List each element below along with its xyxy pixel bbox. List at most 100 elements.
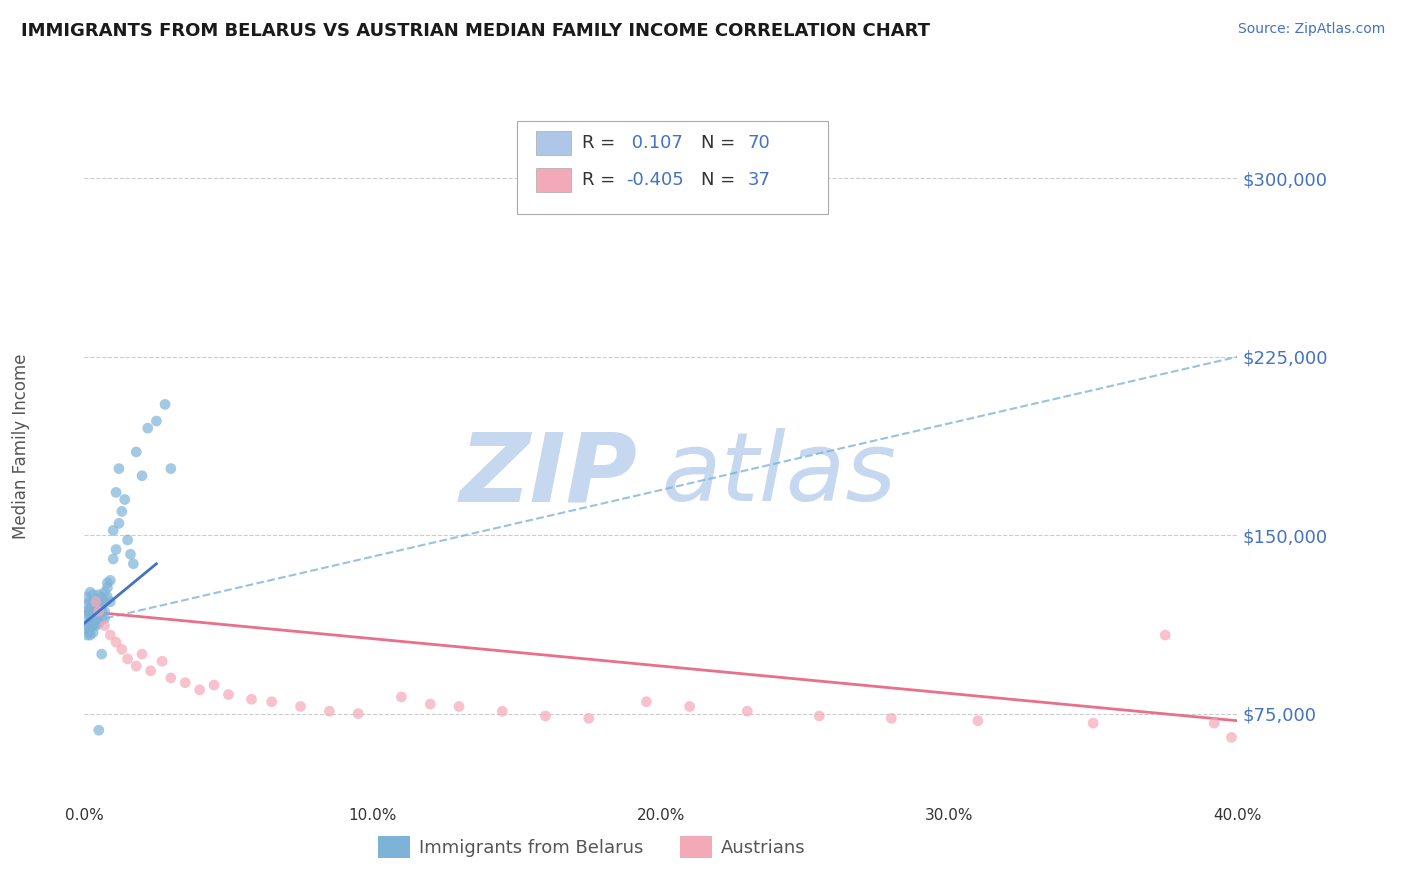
Point: [111, 642, 134, 657]
Point: [98, 628, 121, 642]
Point: [260, 695, 283, 709]
Point: [79, 595, 101, 609]
Point: [76, 604, 98, 618]
Point: [84, 595, 107, 609]
Point: [79, 607, 101, 621]
Text: R =: R =: [582, 171, 621, 189]
Point: [96, 590, 118, 604]
Point: [111, 504, 134, 518]
Point: [87, 616, 110, 631]
Point: [87, 604, 110, 618]
Point: [737, 704, 759, 718]
Point: [967, 714, 990, 728]
Point: [82, 588, 104, 602]
Point: [103, 552, 124, 566]
Point: [1083, 716, 1105, 731]
Point: [108, 516, 131, 531]
Point: [114, 492, 136, 507]
Point: [153, 397, 176, 411]
Point: [90, 611, 112, 625]
Point: [449, 699, 471, 714]
Point: [82, 611, 104, 625]
Point: [108, 461, 131, 475]
Point: [131, 468, 153, 483]
Point: [79, 616, 101, 631]
Point: [76, 611, 98, 625]
Point: [419, 697, 441, 711]
FancyBboxPatch shape: [536, 130, 571, 155]
Point: [90, 647, 112, 661]
Point: [79, 585, 101, 599]
Point: [122, 557, 145, 571]
Point: [76, 618, 98, 632]
Point: [202, 678, 225, 692]
Point: [98, 595, 121, 609]
Point: [93, 618, 115, 632]
Point: [82, 625, 104, 640]
Point: [117, 652, 139, 666]
Point: [1204, 716, 1226, 731]
Point: [160, 461, 183, 475]
Point: [84, 614, 107, 628]
Point: [93, 611, 115, 625]
Point: [84, 611, 107, 625]
Point: [87, 597, 110, 611]
Point: [93, 585, 115, 599]
Point: [79, 625, 101, 640]
Legend: Immigrants from Belarus, Austrians: Immigrants from Belarus, Austrians: [370, 829, 813, 865]
Point: [150, 654, 173, 668]
Point: [347, 706, 370, 721]
Point: [290, 699, 312, 714]
Point: [76, 590, 98, 604]
Point: [117, 533, 139, 547]
Point: [82, 604, 104, 618]
Point: [188, 682, 211, 697]
Point: [82, 616, 104, 631]
Point: [96, 581, 118, 595]
Text: 37: 37: [748, 171, 770, 189]
Point: [125, 659, 148, 673]
Point: [87, 604, 110, 618]
Point: [578, 711, 600, 725]
Point: [139, 664, 162, 678]
Point: [87, 588, 110, 602]
Point: [84, 599, 107, 614]
Point: [87, 595, 110, 609]
Text: atlas: atlas: [661, 428, 896, 521]
Point: [145, 414, 167, 428]
Text: 70: 70: [748, 134, 770, 152]
Point: [82, 599, 104, 614]
Point: [90, 597, 112, 611]
Point: [79, 609, 101, 624]
Point: [125, 445, 148, 459]
Text: Median Family Income: Median Family Income: [13, 353, 30, 539]
Text: -0.405: -0.405: [626, 171, 683, 189]
Point: [636, 695, 658, 709]
Point: [103, 524, 124, 538]
Point: [105, 485, 128, 500]
Point: [76, 628, 98, 642]
Point: [82, 618, 104, 632]
Point: [808, 709, 831, 723]
Point: [679, 699, 702, 714]
Point: [160, 671, 183, 685]
Point: [84, 602, 107, 616]
Point: [79, 621, 101, 635]
Point: [105, 542, 128, 557]
Point: [84, 595, 107, 609]
FancyBboxPatch shape: [517, 121, 828, 214]
Point: [84, 618, 107, 632]
Point: [391, 690, 413, 704]
Point: [491, 704, 513, 718]
Point: [1154, 628, 1177, 642]
Point: [79, 602, 101, 616]
Point: [120, 547, 142, 561]
Text: ZIP: ZIP: [460, 428, 638, 521]
Point: [880, 711, 903, 725]
Point: [174, 675, 197, 690]
Point: [136, 421, 159, 435]
Point: [131, 647, 153, 661]
Point: [90, 590, 112, 604]
FancyBboxPatch shape: [536, 168, 571, 192]
Text: 0.107: 0.107: [626, 134, 683, 152]
